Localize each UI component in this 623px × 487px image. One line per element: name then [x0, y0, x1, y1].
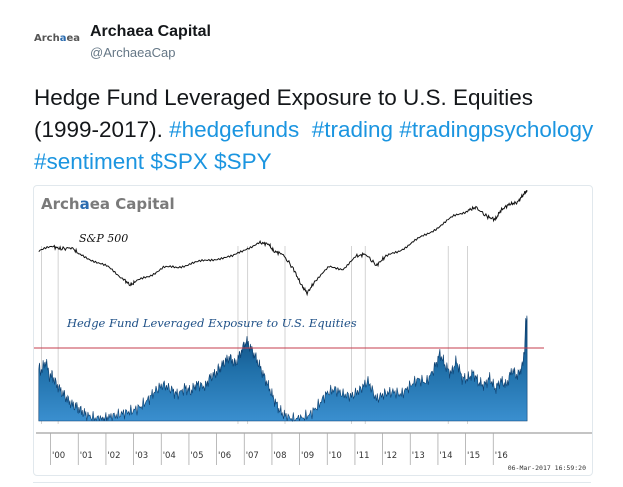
x-tick-label: '04	[163, 451, 176, 461]
x-tick-label: '11	[356, 451, 369, 461]
x-tick-label: '12	[384, 451, 397, 461]
x-tick-label: '10	[329, 451, 342, 461]
hashtag-link[interactable]: #trading	[311, 117, 394, 142]
x-tick-label: '07	[246, 451, 259, 461]
chart-timestamp: 06-Mar-2017 16:59:20	[508, 464, 586, 472]
chart-image: Archaea Capital S&P 500 Hedge Fund Leverag…	[34, 189, 592, 472]
series-label-sp500: S&P 500	[79, 232, 128, 245]
divider	[33, 482, 591, 483]
x-tick-label: '03	[135, 451, 148, 461]
tweet-body: Hedge Fund Leveraged Exposure to U.S. Eq…	[34, 85, 534, 142]
x-tick-label: '13	[412, 451, 425, 461]
x-tick-label: '01	[80, 451, 93, 461]
series-sp500-line	[38, 189, 528, 297]
hashtag-link[interactable]: #hedgefunds	[169, 117, 300, 142]
watermark-part: Arch	[41, 195, 80, 213]
cashtag-link[interactable]: $SPY	[214, 149, 272, 174]
x-tick-label: '16	[495, 451, 508, 461]
x-tick-label: '06	[218, 451, 231, 461]
watermark-accent: a	[80, 195, 90, 213]
media-card[interactable]: Archaea Capital S&P 500 Hedge Fund Leverag…	[33, 185, 593, 476]
x-tick-label: '02	[107, 451, 120, 461]
x-tick-label: '08	[273, 451, 286, 461]
account-avatar[interactable]: Archaea	[34, 28, 80, 50]
watermark-part: ea Capital	[90, 195, 175, 213]
x-tick-label: '15	[467, 451, 480, 461]
account-handle[interactable]: @ArchaeaCap	[90, 45, 176, 60]
hashtag-link[interactable]: #sentiment	[34, 149, 145, 174]
series-hedge-fund-area	[38, 315, 528, 423]
chart-watermark: Archaea Capital	[41, 195, 175, 213]
x-tick-label: '14	[439, 451, 452, 461]
avatar-text-accent: a	[59, 33, 67, 44]
series-label-hedge-fund: Hedge Fund Leveraged Exposure to U.S. Eq…	[66, 316, 357, 330]
x-tick-label: '00	[52, 451, 65, 461]
x-tick-label: '09	[301, 451, 314, 461]
account-name[interactable]: Archaea Capital	[90, 23, 211, 40]
cashtag-link[interactable]: $SPX	[150, 149, 208, 174]
hashtag-link[interactable]: #tradingpsychology	[399, 117, 594, 142]
tweet-text: Hedge Fund Leveraged Exposure to U.S. Eq…	[34, 82, 604, 178]
avatar-text-part: Arch	[34, 33, 60, 44]
avatar-text-part: ea	[66, 33, 80, 44]
x-tick-label: '05	[190, 451, 203, 461]
